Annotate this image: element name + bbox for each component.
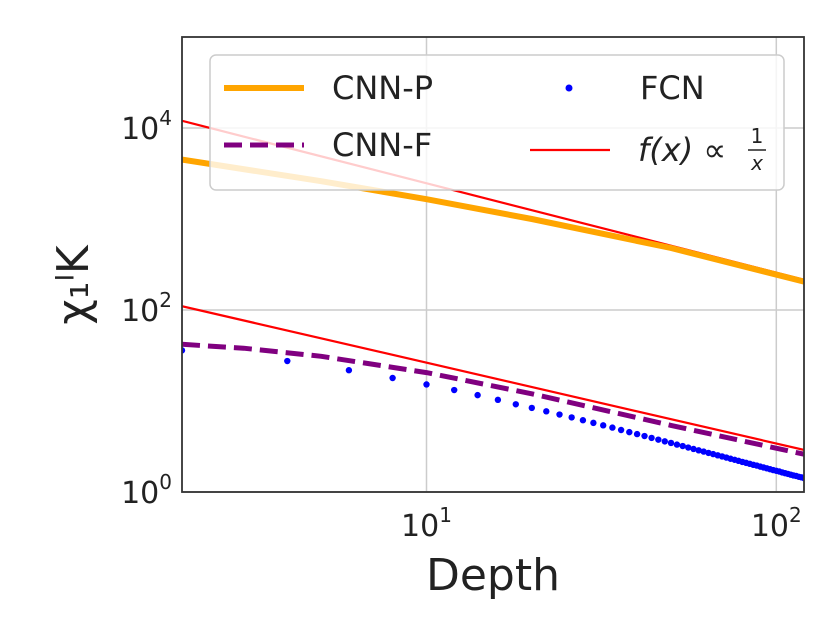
fcn-point [661,438,668,445]
x-axis-label: Depth [426,550,560,601]
legend: CNN-P CNN-F FCN f(x) ∝ 1 x [209,54,785,191]
fcn-point [655,436,662,443]
fcn-point [528,404,536,412]
fcn-point [685,444,692,451]
legend-swatch-fcn [565,84,573,92]
y-axis-label: χ₁ˡK [48,244,99,324]
legend-label-cnn-p: CNN-P [332,69,433,107]
legend-label-f-x: f(x) ∝ [638,131,726,169]
fcn-point [600,422,607,429]
fcn-point [641,432,648,440]
fcn-point [590,419,597,427]
legend-label-f-x-numerator: 1 [751,124,764,148]
fcn-point [568,414,575,421]
fcn-point [695,447,702,454]
plot-frame [181,36,805,493]
legend-label-f-x-main: f(x) ∝ [638,131,726,169]
fcn-point [556,411,563,418]
series-f-x-1-x-lower [182,305,804,451]
y-tick-label: 100 [121,470,172,511]
fcn-point [667,439,675,447]
y-tick-label: 104 [121,106,172,147]
series-cnn-f [182,341,804,457]
fcn-point [494,396,502,404]
y-tick-label: 102 [121,288,172,329]
x-tick-label: 101 [401,503,452,544]
fcn-point [617,426,625,434]
fcn-point [648,434,655,442]
fcn-point [423,381,430,388]
fcn-point [690,445,697,453]
legend-label-f-x-denominator: x [750,151,763,175]
fcn-point [474,391,481,399]
fcn-point [679,442,686,450]
fcn-point [609,424,616,431]
tick-labels: 101 102 100 102 104 [121,106,802,544]
fcn-point [700,448,707,455]
legend-box [209,54,785,191]
fcn-point [284,357,291,365]
fcn-point [633,430,641,438]
fcn-point [626,428,633,436]
fcn-point [512,401,519,408]
fcn-point [579,417,587,424]
legend-label-fcn: FCN [640,69,705,107]
legend-label-cnn-f: CNN-F [332,126,432,164]
fcn-point [673,441,681,448]
fcn-point [345,367,353,374]
x-tick-label: 102 [751,503,802,544]
fcn-point [543,408,550,415]
fcn-point [450,386,458,394]
fcn-point [389,374,396,382]
